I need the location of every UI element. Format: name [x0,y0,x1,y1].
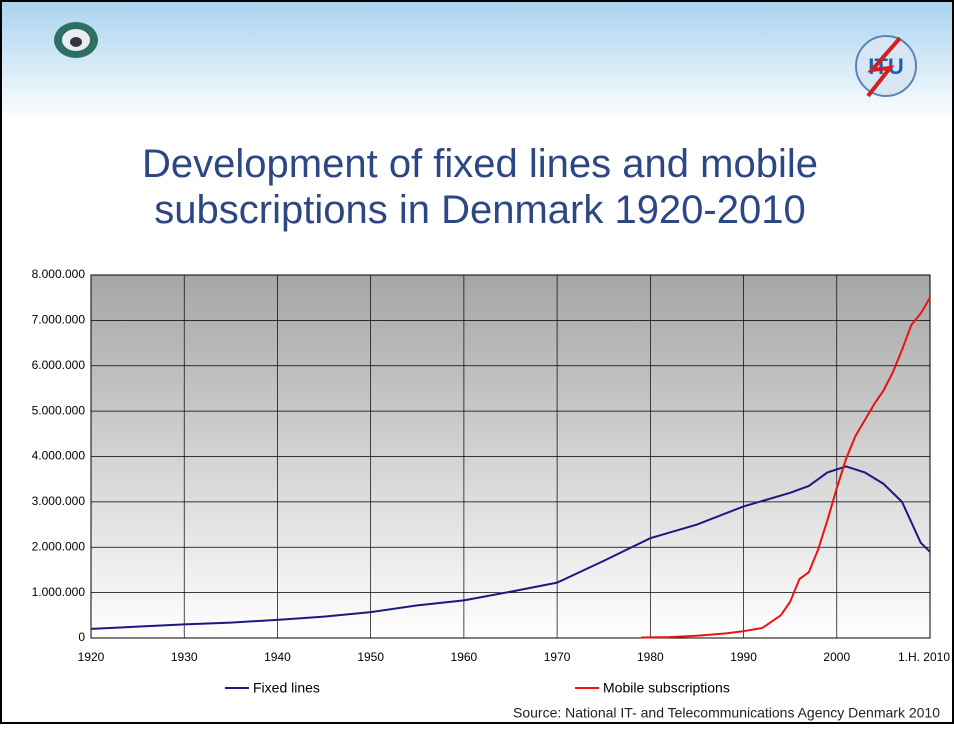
x-tick-label: 1.H. 2010 [898,650,950,664]
x-tick-label: 1970 [544,650,571,664]
line-series [640,297,931,639]
y-tick-label: 6.000.000 [32,358,86,372]
y-tick-label: 3.000.000 [32,494,86,508]
line-series [90,465,931,630]
y-tick-label: 7.000.000 [32,313,86,327]
y-tick-label: 1.000.000 [32,585,86,599]
legend-label: Mobile subscriptions [603,680,730,696]
x-tick-label: 1950 [357,650,384,664]
y-tick-label: 5.000.000 [32,403,86,417]
y-tick-label: 0 [78,630,85,644]
x-tick-label: 1930 [171,650,198,664]
chart-title: Development of fixed lines and mobile sub… [142,142,818,232]
x-tick-label: 1920 [78,650,105,664]
right-logo: ITU [855,35,917,98]
x-tick-label: 1960 [451,650,478,664]
legend-label: Fixed lines [253,680,320,696]
left-logo [54,22,98,58]
x-tick-label: 1990 [730,650,757,664]
y-tick-label: 4.000.000 [32,449,86,463]
plot-border [90,274,931,639]
y-tick-label: 2.000.000 [32,539,86,553]
source-note: Source: National IT- and Telecommunicati… [513,705,940,721]
x-tick-label: 2000 [823,650,850,664]
x-tick-label: 1980 [637,650,664,664]
x-tick-label: 1940 [264,650,291,664]
y-tick-label: 8.000.000 [32,267,86,281]
header-band [2,2,952,122]
